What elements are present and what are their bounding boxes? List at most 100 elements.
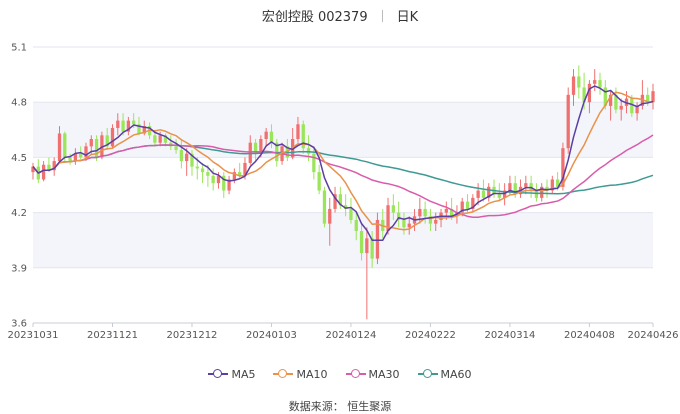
candle-body: [571, 76, 576, 95]
period-label: 日K: [396, 10, 419, 25]
candle-body: [402, 219, 406, 228]
candle-body: [354, 219, 358, 231]
candle-body: [222, 175, 226, 191]
candle-body: [142, 126, 146, 134]
x-tick-label: 20240124: [325, 330, 376, 341]
candle-body: [449, 208, 454, 217]
y-tick-label: 4.5: [11, 153, 27, 164]
candle-body: [460, 201, 464, 213]
chart-title: 宏创控股 002379 日K: [0, 6, 680, 25]
candle-body: [68, 157, 72, 162]
candle-body: [508, 183, 512, 191]
candle-body: [179, 150, 184, 162]
candle-body: [158, 135, 162, 143]
plot-band: [33, 102, 653, 158]
legend-item-ma5[interactable]: MA5: [208, 368, 255, 381]
candle-body: [577, 76, 581, 88]
legend-label: MA5: [231, 368, 256, 381]
candle-body: [190, 153, 194, 167]
x-tick-label: 20240103: [246, 330, 297, 341]
candle-body: [603, 87, 607, 106]
candle-body: [423, 208, 427, 217]
candle-body: [587, 83, 592, 103]
legend-item-ma10[interactable]: MA10: [273, 368, 328, 381]
candle-body: [344, 205, 348, 209]
candle-body: [322, 190, 327, 224]
candle-body: [444, 208, 448, 213]
candle-body: [232, 172, 237, 180]
legend-item-ma30[interactable]: MA30: [345, 368, 400, 381]
candle-body: [105, 135, 109, 147]
candle-body: [301, 124, 305, 149]
y-tick-label: 3.6: [11, 319, 27, 330]
candle-body: [41, 164, 46, 180]
candle-body: [264, 131, 268, 139]
candle-body: [185, 153, 189, 162]
candle-body: [338, 194, 342, 206]
candle-body: [593, 80, 597, 84]
candle-body: [312, 153, 316, 173]
candle-body: [328, 208, 332, 224]
candle-body: [524, 183, 528, 187]
candle-body: [476, 190, 480, 198]
candle-body: [635, 105, 639, 114]
legend-item-ma60[interactable]: MA60: [417, 368, 472, 381]
x-tick-label: 20240426: [628, 330, 679, 341]
title-separator: [381, 10, 383, 22]
candle-body: [153, 135, 157, 143]
legend-label: MA30: [368, 368, 400, 381]
legend-swatch-icon: [417, 369, 438, 379]
candle-body: [269, 131, 274, 143]
legend: MA5 MA10 MA30 MA60: [0, 368, 680, 381]
candle-body: [619, 105, 623, 110]
candle-body: [582, 87, 586, 103]
candle-body: [370, 238, 374, 259]
x-axis-ticks: 20231031 20231121 20231212 20240103 20240124…: [8, 323, 679, 341]
stock-name-code: 宏创控股 002379: [261, 10, 368, 25]
moving-average-lines: [32, 85, 654, 241]
candle-body: [137, 124, 141, 134]
candle-body: [63, 133, 67, 158]
plot-band: [33, 212, 653, 268]
y-tick-label: 5.1: [11, 43, 27, 54]
candle-body: [555, 179, 560, 187]
candle-body: [57, 133, 62, 162]
candle-body: [79, 153, 83, 158]
x-tick-label: 20231121: [87, 330, 138, 341]
candle-body: [598, 80, 602, 88]
candle-body: [52, 161, 56, 171]
candle-body: [365, 238, 369, 254]
candle-body: [206, 172, 210, 176]
candle-body: [253, 142, 258, 154]
candle-body: [227, 179, 231, 191]
candle-body: [407, 223, 411, 228]
x-tick-label: 20231031: [8, 330, 59, 341]
x-tick-label: 20240408: [564, 330, 615, 341]
candle-body: [349, 208, 353, 220]
candle-body: [651, 91, 655, 103]
candle-body: [608, 94, 613, 106]
candle-body: [428, 216, 433, 224]
legend-swatch-icon: [345, 369, 366, 379]
candle-body: [31, 166, 35, 173]
candle-body: [47, 164, 51, 171]
candle-body: [614, 94, 618, 110]
candle-body: [630, 98, 634, 114]
candle-body: [94, 139, 99, 158]
y-axis-ticks: 5.1 4.8 4.5 4.2 3.9 3.6: [11, 43, 27, 330]
candle-body: [465, 201, 470, 209]
candle-body: [566, 94, 570, 149]
candle-body: [540, 186, 544, 198]
candle-body: [471, 197, 475, 209]
candle-body: [434, 219, 438, 224]
candle-body: [126, 120, 131, 132]
candle-body: [216, 175, 221, 184]
candle-body: [174, 146, 178, 151]
x-tick-label: 20231212: [167, 330, 218, 341]
candle-body: [89, 139, 93, 147]
candle-body: [333, 194, 337, 209]
candle-body: [84, 146, 88, 158]
candle-body: [418, 208, 422, 217]
ma5-line: [32, 85, 654, 241]
candle-body: [513, 183, 517, 195]
